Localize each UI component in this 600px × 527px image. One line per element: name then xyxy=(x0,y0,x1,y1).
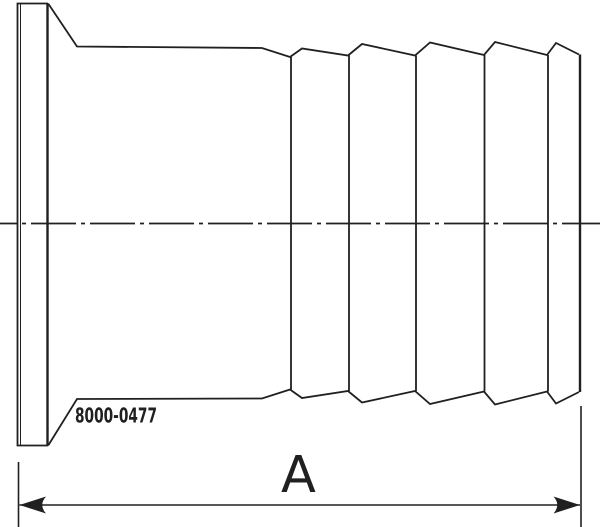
body-top-profile xyxy=(47,3,580,58)
dimension-a: A xyxy=(17,406,582,527)
dimension-arrowhead-left xyxy=(19,496,46,514)
flange-outline xyxy=(16,2,48,447)
dimension-arrowhead-right xyxy=(553,496,580,514)
flange xyxy=(16,2,49,447)
body-outline xyxy=(47,3,582,446)
part-number-label: 8000-0477 xyxy=(75,404,157,428)
dimension-label-a: A xyxy=(281,446,316,505)
body-bottom-profile xyxy=(47,388,580,446)
